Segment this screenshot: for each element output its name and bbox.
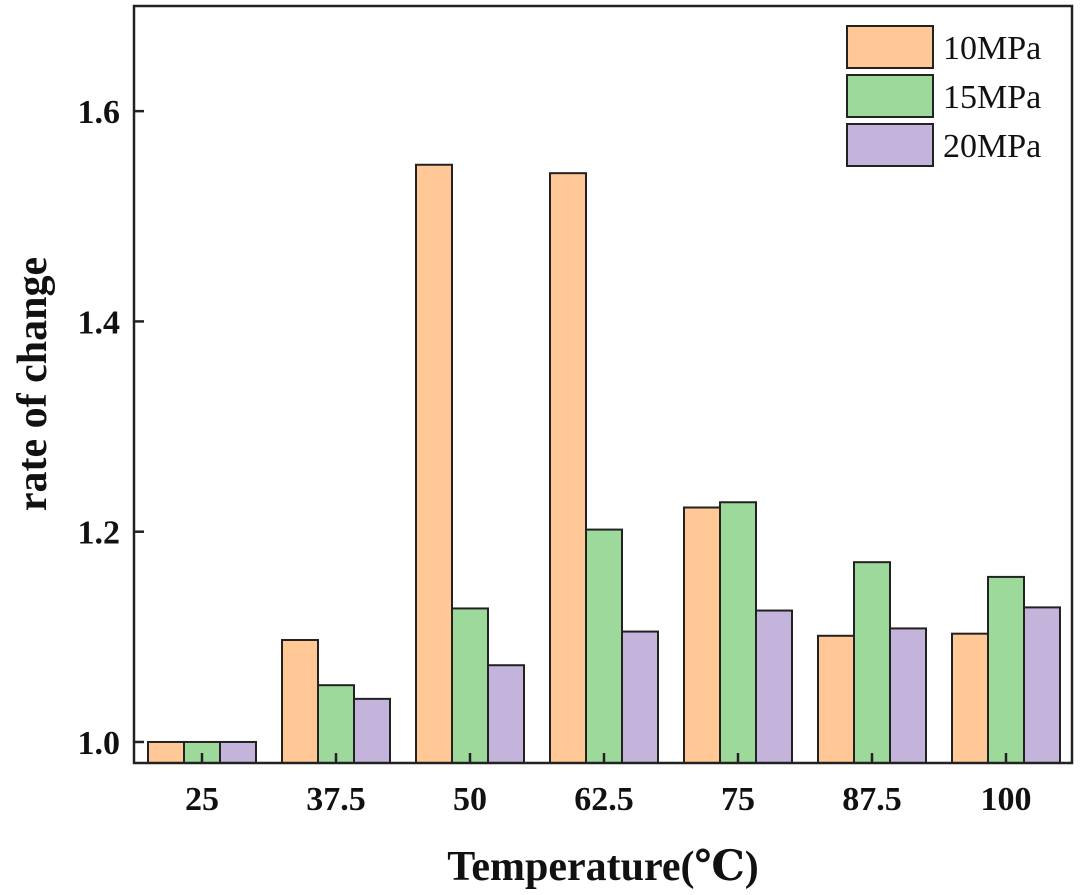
x-tick-label: 75: [721, 781, 755, 818]
bar-10MPa-75: [683, 506, 721, 765]
bar-10MPa-87.5: [817, 634, 855, 764]
y-tick-label: 1.0: [78, 725, 121, 762]
bar-15MPa-87.5: [853, 561, 891, 764]
x-tick-label: 100: [981, 781, 1032, 818]
bar-15MPa-37.5: [317, 684, 355, 764]
legend-label: 20MPa: [943, 128, 1041, 165]
y-axis: 1.0 1.2 1.4 1.6: [78, 94, 144, 762]
bar-20MPa-75: [755, 609, 793, 764]
bar-10MPa-62.5: [549, 172, 587, 764]
bar-10MPa-37.5: [281, 638, 319, 764]
legend-swatch-15MPa: [846, 74, 934, 118]
y-tick-label: 1.4: [78, 304, 121, 341]
legend: 10MPa 15MPa 20MPa: [846, 25, 1041, 167]
legend-swatch-10MPa: [846, 25, 934, 69]
bar-10MPa-100: [951, 632, 989, 764]
x-tick-label: 62.5: [574, 781, 634, 818]
bar-20MPa-62.5: [621, 630, 659, 765]
x-tick-label: 50: [453, 781, 487, 818]
bar-15MPa-62.5: [585, 528, 623, 765]
y-axis-title: rate of change: [10, 257, 56, 511]
y-tick-label: 1.6: [78, 94, 121, 131]
bar-20MPa-87.5: [889, 627, 927, 765]
bar-10MPa-50: [415, 163, 453, 765]
x-tick-label: 25: [185, 781, 219, 818]
bar-20MPa-50: [487, 664, 525, 764]
x-axis-title: Temperature(℃): [447, 844, 759, 890]
bar-10MPa-25: [147, 740, 185, 765]
legend-label: 15MPa: [943, 79, 1041, 116]
bar-20MPa-25: [219, 740, 257, 765]
bar-20MPa-37.5: [353, 697, 391, 765]
bar-15MPa-100: [987, 575, 1025, 765]
bar-15MPa-50: [451, 607, 489, 765]
legend-label: 10MPa: [943, 30, 1041, 67]
x-tick-label: 87.5: [842, 781, 902, 818]
bar-20MPa-100: [1023, 606, 1061, 765]
bar-15MPa-75: [719, 501, 757, 764]
y-tick-label: 1.2: [78, 515, 121, 552]
legend-swatch-20MPa: [846, 123, 934, 167]
x-tick-label: 37.5: [306, 781, 366, 818]
bars-group: [147, 163, 1061, 765]
x-axis: 25 37.5 50 62.5 75 87.5 100: [185, 753, 1032, 818]
